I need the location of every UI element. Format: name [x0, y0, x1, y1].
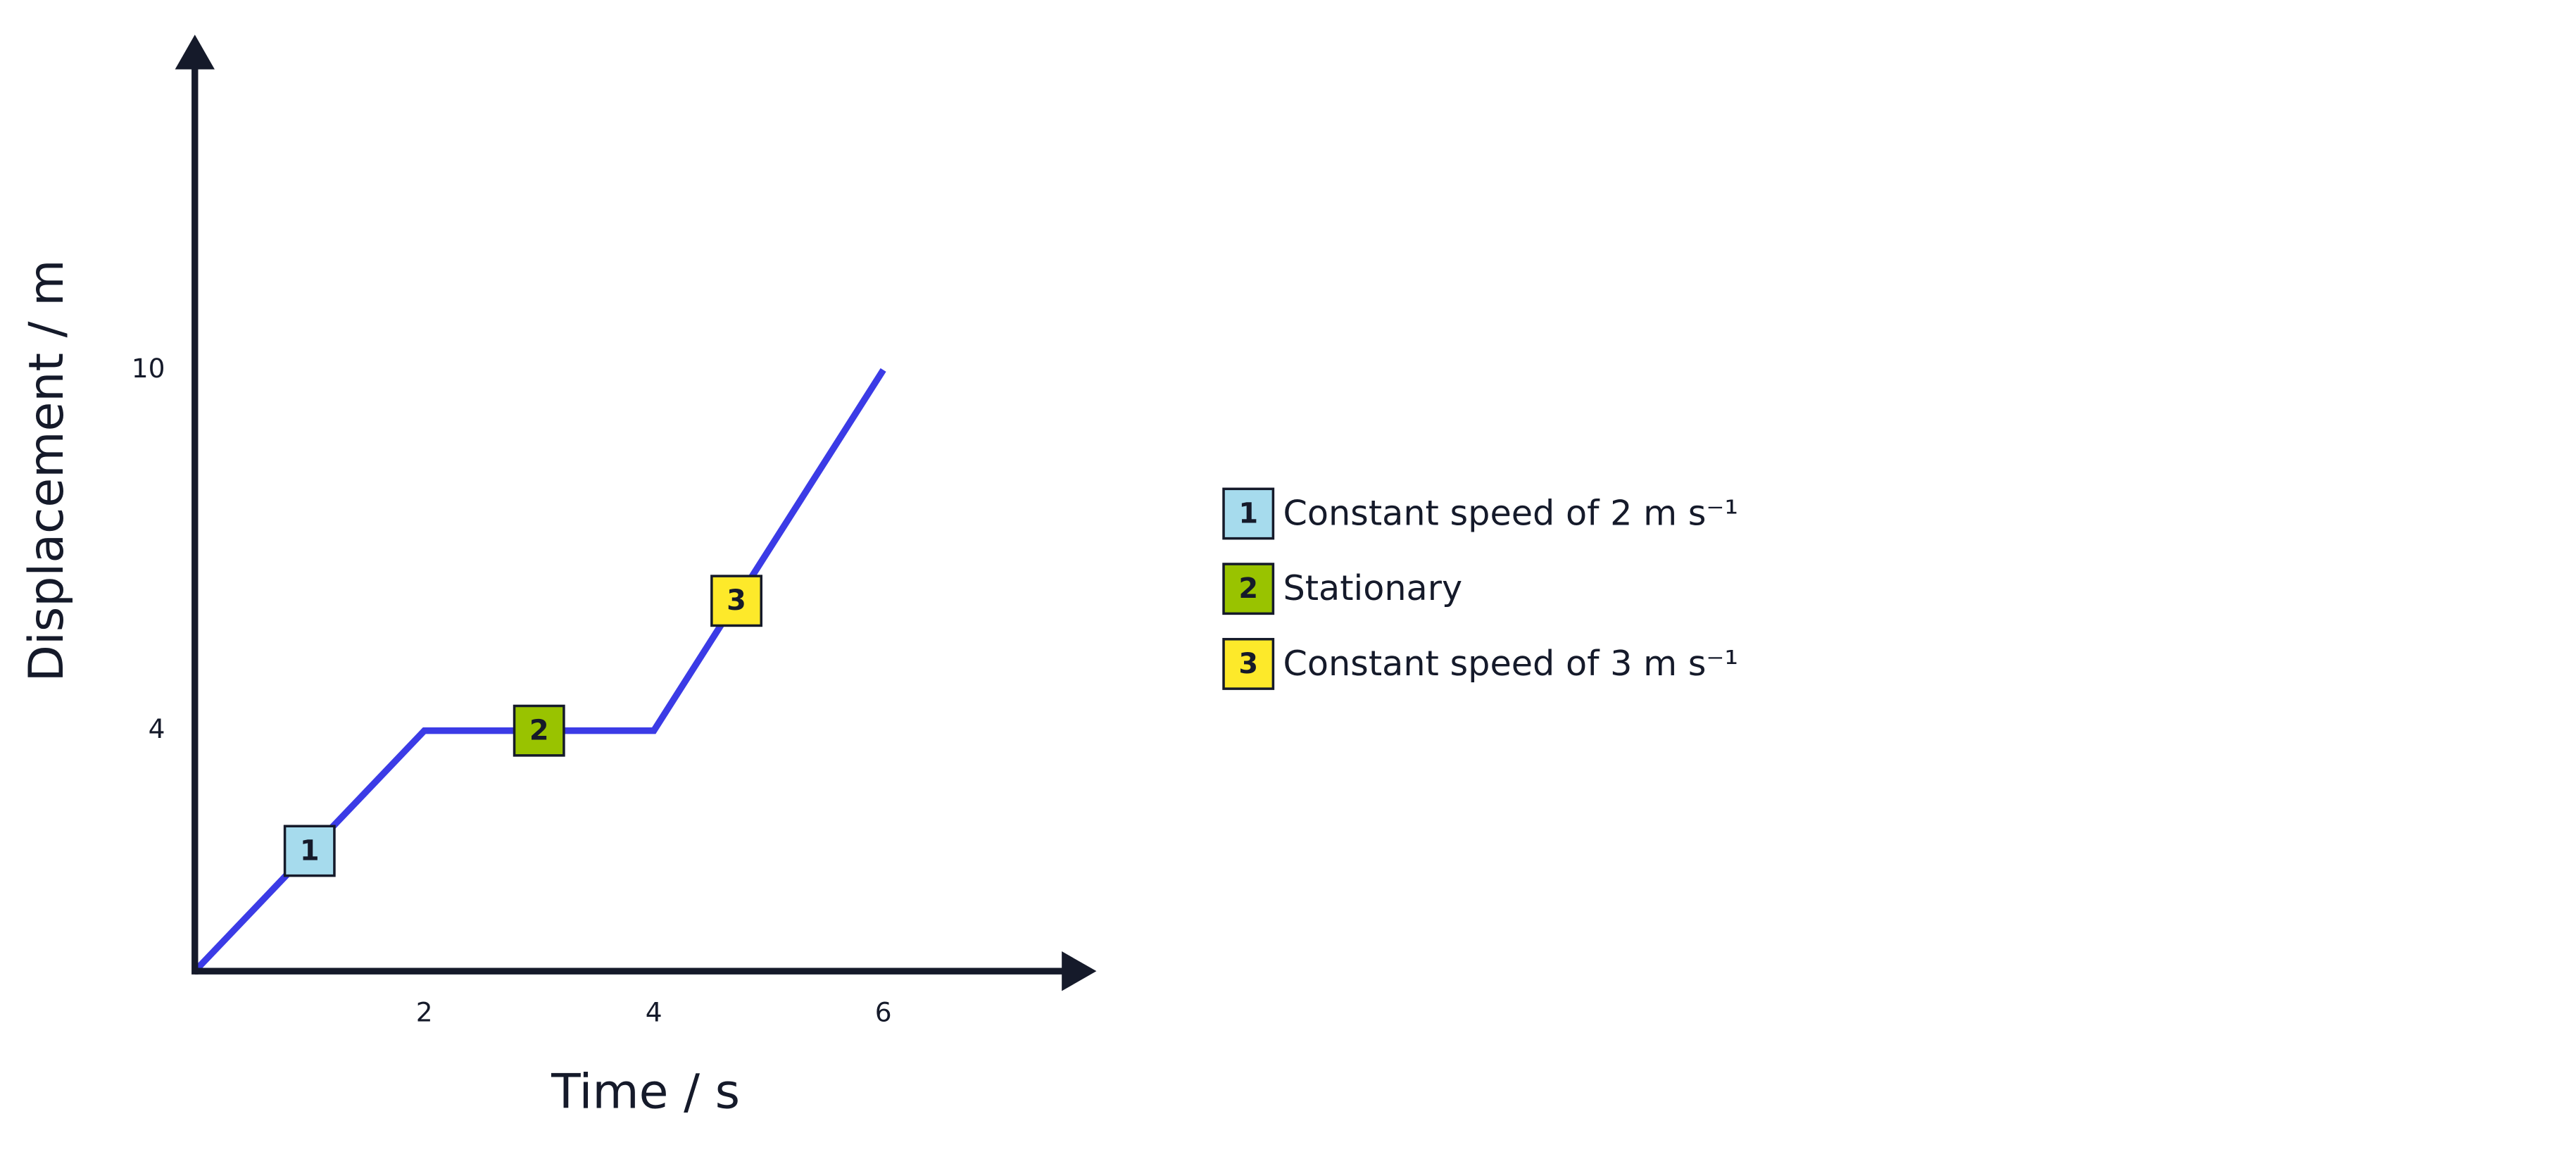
marker-box	[710, 575, 762, 627]
data-line	[192, 368, 886, 974]
legend-box	[1222, 637, 1275, 690]
legend-box	[1222, 563, 1275, 615]
marker-label: 1	[300, 834, 320, 867]
legend-number: 1	[1238, 497, 1258, 530]
legend-box	[1222, 487, 1275, 540]
y-axis-arrow	[175, 35, 215, 70]
segment-marker: 1	[283, 825, 336, 877]
x-tick-label: 6	[875, 997, 892, 1028]
legend-item: 1 Constant speed of 2 m s⁻¹	[1222, 487, 1738, 540]
segment-marker: 3	[710, 575, 762, 627]
legend-text: Constant speed of 3 m s⁻¹	[1283, 643, 1738, 684]
legend-item: 2 Stationary	[1222, 563, 1462, 615]
segment-marker: 2	[513, 704, 565, 757]
x-axis-arrow	[1062, 951, 1097, 991]
x-tick-label: 4	[646, 997, 662, 1028]
legend-item: 3 Constant speed of 3 m s⁻¹	[1222, 637, 1738, 690]
x-axis-title: Time / s	[551, 1065, 740, 1120]
y-tick-label: 4	[149, 713, 165, 744]
y-tick-label: 10	[132, 353, 165, 384]
legend-number: 2	[1238, 572, 1258, 605]
marker-label: 2	[529, 715, 549, 747]
legend-text: Stationary	[1283, 568, 1462, 608]
y-axis-title: Displacement / m	[19, 260, 75, 682]
marker-label: 3	[727, 584, 746, 617]
legend-text: Constant speed of 2 m s⁻¹	[1283, 492, 1738, 533]
x-tick-label: 2	[416, 997, 433, 1028]
marker-box	[283, 825, 336, 877]
legend-number: 3	[1238, 648, 1258, 680]
marker-box	[513, 704, 565, 757]
